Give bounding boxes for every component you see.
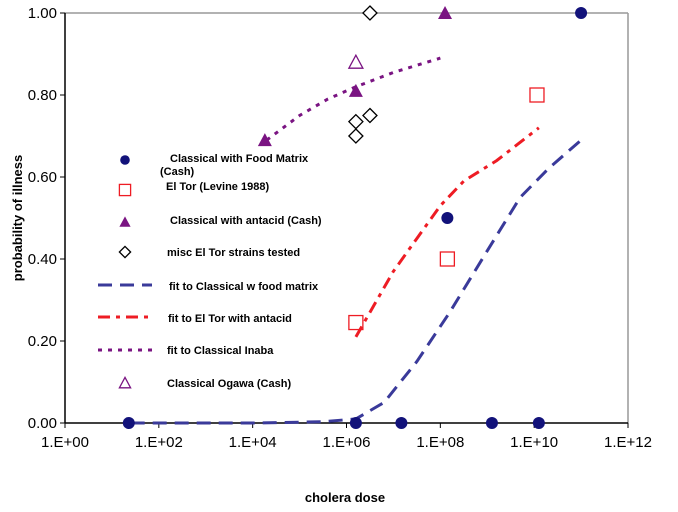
legend-label: fit to El Tor with antacid [168,313,292,325]
fit-line [130,138,583,425]
data-point [395,417,408,429]
y-tick-label: 0.60 [28,169,57,186]
legend-label: (Cash) [160,166,195,178]
data-point [348,83,363,97]
x-tick-label: 1.E+12 [604,434,652,451]
legend-marker [118,183,132,197]
axes: 0.00 0.20 0.40 0.60 0.80 1.00 1.E+00 1.E+02 1.E+… [28,5,652,451]
data-point [532,417,545,429]
y-tick-label: 1.00 [28,5,57,22]
y-tick-label: 0.20 [28,333,57,350]
data-point [362,5,378,21]
x-tick-label: 1.E+04 [229,434,277,451]
legend-label: fit to Classical w food matrix [169,281,319,293]
data-point [438,6,453,19]
legend-label: Classical Ogawa (Cash) [167,378,291,390]
x-tick-label: 1.E+08 [416,434,464,451]
legend-marker [118,376,132,389]
data-point [362,107,378,124]
data-point [575,7,588,19]
y-tick-label: 0.80 [28,87,57,104]
legend-label: fit to Classical Inaba [167,345,274,357]
x-tick-label: 1.E+06 [323,434,371,451]
y-tick-label: 0.40 [28,251,57,268]
fit-line [265,56,441,142]
markers [122,5,588,429]
data-point [439,251,456,267]
data-point [349,417,362,429]
x-tick-label: 1.E+10 [510,434,558,451]
data-point [257,133,272,147]
data-point [347,128,364,144]
data-point [347,53,364,69]
data-point [122,417,135,429]
y-axis-label: probability of illness [10,155,25,281]
data-point [348,314,364,331]
fit-line [354,126,540,338]
legend-marker [119,216,131,227]
data-point [347,113,364,130]
x-axis-label: cholera dose [305,490,385,505]
legend: Classical with Food Matrix(Cash) El Tor (… [98,153,322,390]
data-point [441,212,454,224]
data-point [529,87,545,103]
legend-label: Classical with antacid (Cash) [170,215,322,227]
legend-label: misc El Tor strains tested [167,247,300,259]
legend-marker [120,155,130,165]
legend-label: El Tor (Levine 1988) [166,181,269,193]
x-tick-label: 1.E+00 [41,434,89,451]
legend-marker [118,245,132,259]
fit-lines [130,56,583,425]
legend-label: Classical with Food Matrix [170,153,309,165]
data-point [485,417,498,429]
y-tick-label: 0.00 [28,415,57,432]
x-tick-label: 1.E+02 [135,434,183,451]
